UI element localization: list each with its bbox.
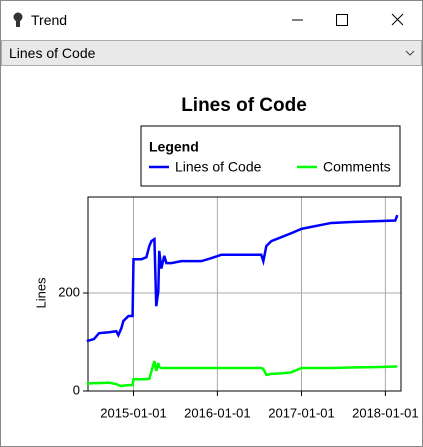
legend: Legend Lines of Code Comments <box>140 125 401 187</box>
legend-title: Legend <box>149 139 199 155</box>
dropdown-value: Lines of Code <box>9 45 96 61</box>
window-title: Trend <box>31 12 68 28</box>
maximize[interactable] <box>336 14 348 26</box>
close[interactable] <box>391 13 404 26</box>
x-tick-label: 2016-01-01 <box>184 405 251 420</box>
series-line <box>86 360 398 388</box>
series-line <box>86 214 399 343</box>
x-tick-label: 2018-01-01 <box>352 405 419 420</box>
title-bar: Trend <box>1 1 422 39</box>
app-icon <box>13 12 23 27</box>
dropdown[interactable]: Lines of Code <box>1 40 422 66</box>
legend-label: Comments <box>323 159 391 175</box>
x-tick-label: 2015-01-01 <box>100 405 167 420</box>
chart: Lines of Code Lines 0 200 2015-01-01 2016-0… <box>33 95 419 420</box>
y-tick-label: 0 <box>73 382 80 397</box>
plot-frame <box>87 196 402 392</box>
legend-label: Lines of Code <box>175 159 262 175</box>
chart-title: Lines of Code <box>181 95 307 116</box>
chevron <box>405 50 415 56</box>
legend-box <box>140 125 401 187</box>
x-tick-label: 2017-01-01 <box>268 405 335 420</box>
window-buttons[interactable] <box>272 1 422 39</box>
y-axis-label: Lines <box>33 277 48 309</box>
y-tick-label: 200 <box>58 284 80 299</box>
